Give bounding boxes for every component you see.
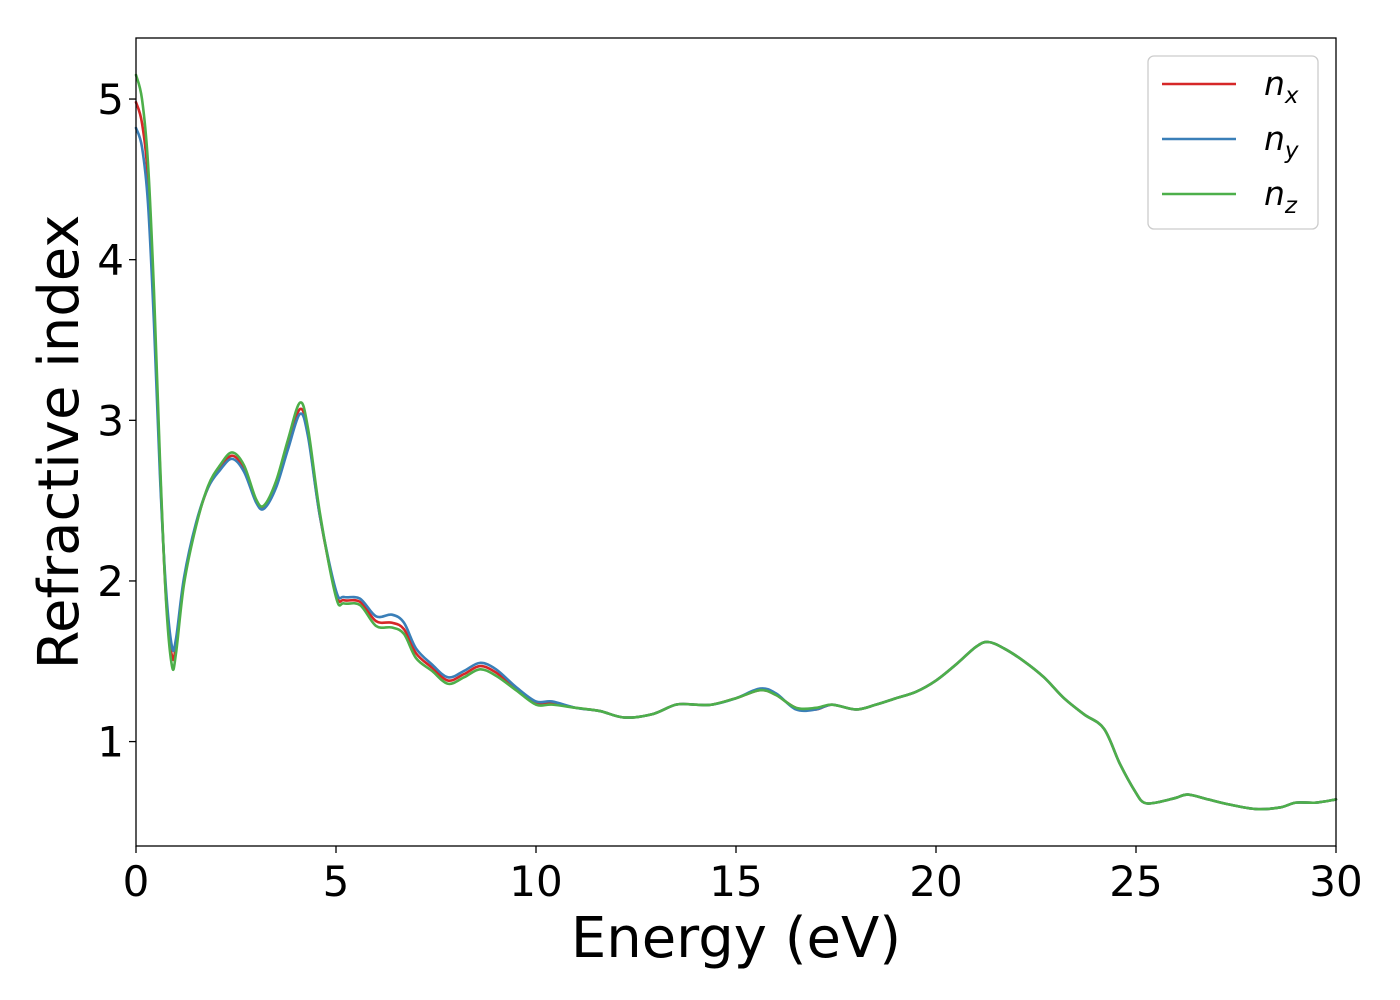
x-axis-ticks: 0 5 10 15 20 25 30 <box>123 846 1363 906</box>
y-tick-label: 1 <box>97 718 124 767</box>
x-tick-label: 0 <box>123 857 150 906</box>
y-tick-label: 5 <box>97 75 124 124</box>
series-layer <box>134 73 1338 811</box>
legend-label-x: nx <box>1264 64 1299 109</box>
legend-label-y: ny <box>1264 119 1299 164</box>
x-tick-label: 25 <box>1109 857 1162 906</box>
y-tick-label: 2 <box>97 557 124 606</box>
x-axis-title: Energy (eV) <box>571 906 901 971</box>
x-tick-label: 15 <box>709 857 762 906</box>
legend-label-z: nz <box>1264 174 1298 219</box>
y-axis-ticks: 1 2 3 4 5 <box>97 75 136 767</box>
y-tick-label: 4 <box>97 236 124 285</box>
x-tick-label: 10 <box>509 857 562 906</box>
legend: nx ny nz <box>1147 55 1319 230</box>
y-axis-title: Refractive index <box>27 215 92 670</box>
x-tick-label: 5 <box>323 857 350 906</box>
y-tick-label: 3 <box>97 396 124 445</box>
x-tick-label: 30 <box>1309 857 1362 906</box>
x-tick-label: 20 <box>909 857 962 906</box>
series-line-z <box>134 73 1338 811</box>
legend-box <box>1147 55 1319 230</box>
series-line-y <box>134 126 1338 811</box>
